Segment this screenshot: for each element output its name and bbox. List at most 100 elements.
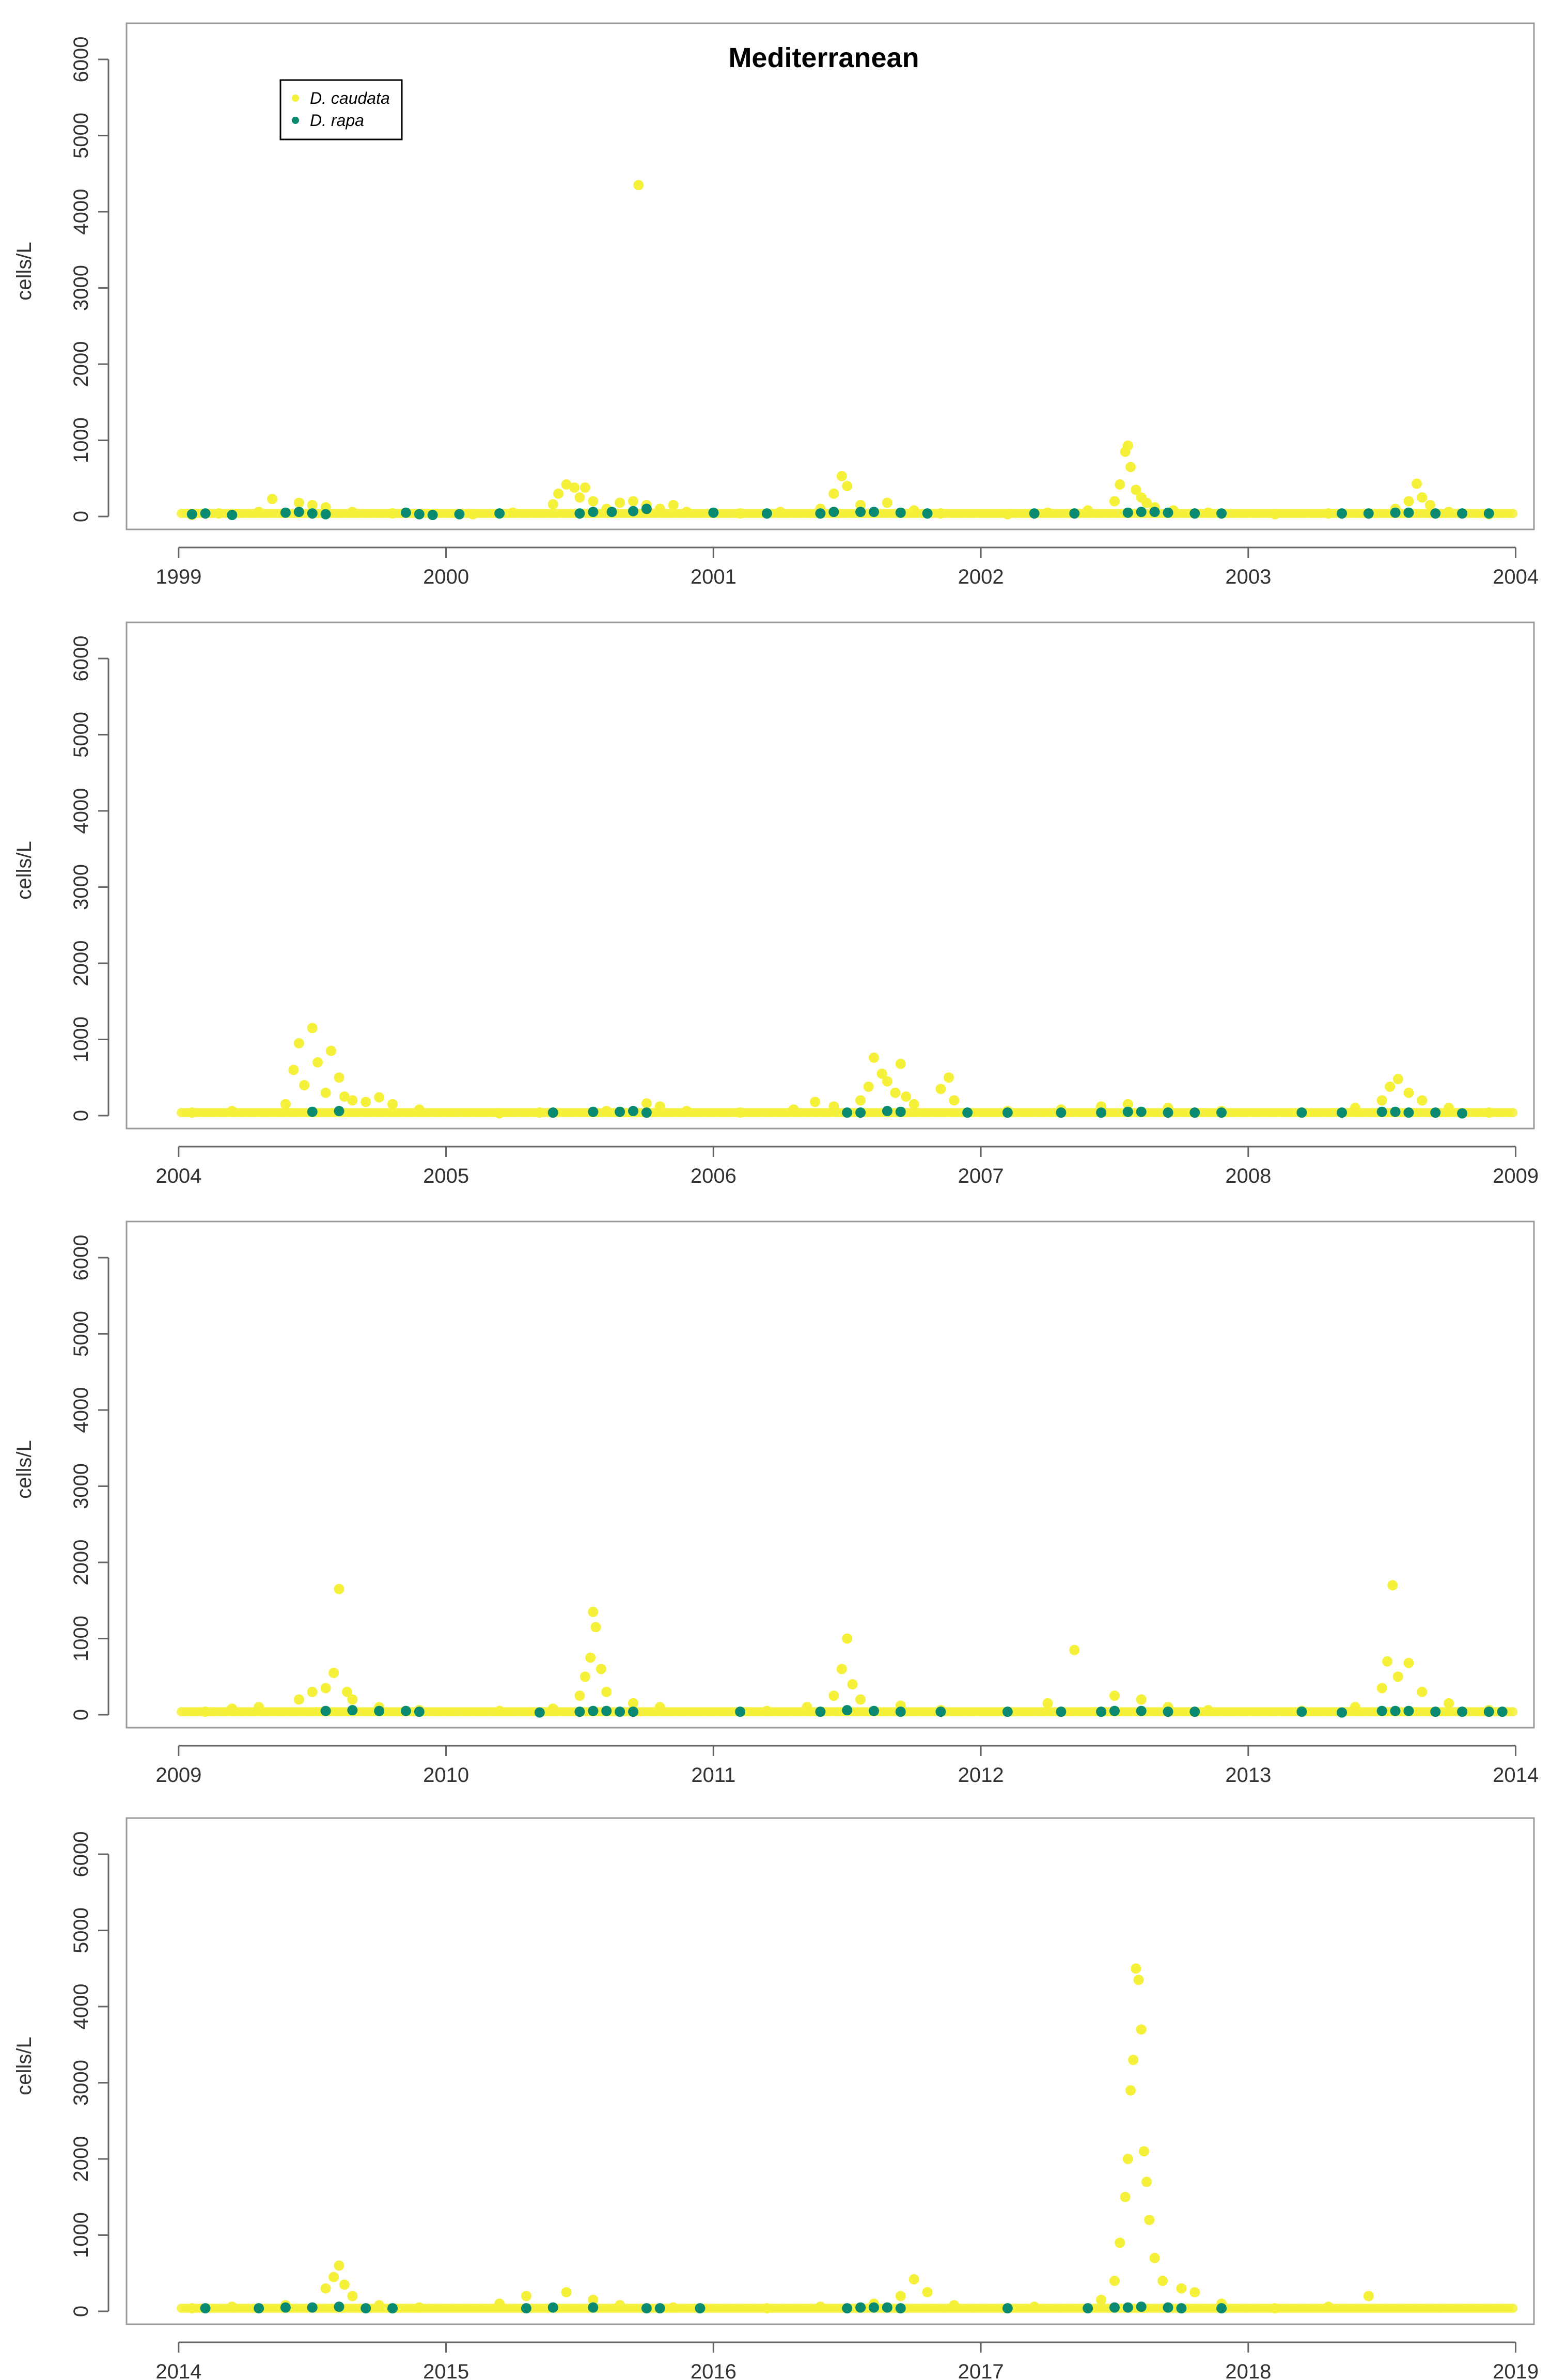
data-point-caudata (227, 1703, 238, 1714)
data-point-rapa (1430, 1107, 1441, 1118)
data-point-rapa (1457, 1108, 1468, 1119)
data-point-caudata (547, 1703, 558, 1714)
data-point-rapa (935, 1706, 946, 1717)
data-point-caudata (588, 496, 599, 507)
data-point-rapa (1376, 1106, 1387, 1117)
series-caudata (186, 1963, 1374, 2314)
x-tick-label: 2003 (1225, 566, 1271, 588)
data-point-caudata (280, 1099, 291, 1109)
data-point-caudata (414, 1104, 425, 1115)
legend-swatch-d-rapa (292, 117, 299, 124)
data-point-caudata (347, 2291, 358, 2301)
data-point-rapa (320, 509, 331, 520)
data-point-caudata (1403, 1087, 1414, 1098)
data-point-caudata (588, 2294, 599, 2305)
y-axis-label: cells/L (13, 242, 36, 300)
data-point-rapa (1002, 1706, 1013, 1717)
data-point-rapa (922, 508, 933, 519)
data-point-caudata (901, 1091, 912, 1102)
data-point-caudata (890, 1087, 901, 1098)
data-point-caudata (320, 2283, 331, 2294)
data-point-rapa (347, 1705, 358, 1716)
data-point-caudata (312, 1057, 323, 1068)
data-point-rapa (641, 1107, 652, 1118)
data-point-caudata (334, 2260, 344, 2271)
data-point-rapa (1136, 1705, 1147, 1716)
data-point-caudata (1109, 496, 1120, 507)
data-point-rapa (895, 507, 906, 518)
data-point-caudata (1392, 1074, 1403, 1085)
panel-3: 0 1000 2000 3000 4000 5000 6000 cells/L 2009 2010… (13, 1220, 1539, 1787)
data-point-rapa (293, 507, 304, 518)
data-point-caudata (1042, 1698, 1053, 1709)
data-point-caudata (1376, 1683, 1387, 1694)
data-point-caudata (1270, 2303, 1280, 2314)
y-tick-label: 1000 (70, 1616, 92, 1662)
y-tick-label: 2000 (70, 1540, 92, 1586)
data-point-rapa (868, 2302, 879, 2313)
data-point-caudata (855, 1694, 866, 1705)
data-point-rapa (1083, 2303, 1093, 2314)
data-point-caudata (1141, 2177, 1152, 2187)
data-point-caudata (361, 1097, 371, 1107)
data-point-caudata-baseline (1508, 1707, 1518, 1717)
data-point-caudata (949, 1095, 960, 1106)
data-point-rapa (547, 2302, 558, 2313)
data-point-caudata (1069, 1645, 1080, 1655)
y-tick-label: 3000 (70, 1463, 92, 1509)
data-point-rapa (895, 2303, 906, 2314)
data-point-rapa (588, 507, 599, 518)
y-tick-label: 2000 (70, 941, 92, 987)
data-point-caudata (1424, 499, 1435, 510)
y-tick-label: 2000 (70, 2136, 92, 2182)
data-point-caudata (1387, 1580, 1398, 1591)
data-point-caudata (1042, 507, 1053, 518)
data-point-caudata (895, 2291, 906, 2301)
data-point-rapa (828, 507, 839, 518)
data-point-rapa (1390, 1106, 1401, 1117)
data-point-caudata (1131, 1963, 1141, 1974)
series-rapa (307, 1106, 1468, 1119)
data-point-rapa (547, 1107, 558, 1118)
data-point-caudata (601, 1686, 612, 1697)
data-point-rapa (1296, 1107, 1307, 1118)
data-point-rapa (1056, 1107, 1067, 1118)
data-point-rapa (1069, 508, 1080, 519)
data-point-rapa (307, 2302, 318, 2313)
data-point-caudata (943, 1072, 954, 1083)
plot-frame (126, 22, 1535, 530)
data-point-caudata (186, 1107, 197, 1118)
data-point-rapa (1403, 1107, 1414, 1118)
data-point-caudata (590, 1622, 601, 1633)
data-point-rapa (855, 1107, 866, 1118)
data-point-rapa (1457, 1706, 1468, 1717)
data-point-caudata (868, 1052, 879, 1063)
data-point-rapa (387, 2303, 398, 2314)
y-tick-label: 0 (70, 1709, 92, 1720)
data-point-rapa (1002, 2303, 1013, 2314)
data-point-rapa (628, 1706, 638, 1717)
data-point-rapa (574, 1706, 585, 1717)
data-point-caudata (1029, 2301, 1040, 2312)
data-point-caudata (654, 1702, 665, 1713)
data-point-caudata (494, 1108, 505, 1119)
data-point-caudata (325, 1045, 336, 1056)
data-point-rapa (334, 1106, 344, 1117)
data-point-rapa (1376, 1705, 1387, 1716)
x-tick-label: 2002 (958, 566, 1004, 588)
data-point-rapa (307, 1106, 318, 1117)
data-point-caudata (200, 1706, 211, 1717)
data-point-caudata (628, 1698, 638, 1709)
series-caudata (186, 1023, 1494, 1119)
data-point-caudata (641, 1098, 652, 1109)
data-point-caudata (213, 508, 224, 519)
data-point-rapa (1483, 1706, 1494, 1717)
data-point-caudata (1109, 2276, 1120, 2286)
data-point-caudata (374, 2300, 385, 2311)
data-point-rapa (641, 504, 652, 514)
data-point-rapa (1149, 507, 1160, 518)
data-point-rapa (615, 1706, 625, 1717)
data-point-caudata (1323, 508, 1334, 519)
data-point-caudata (1136, 1694, 1147, 1705)
data-point-caudata (494, 1705, 505, 1716)
